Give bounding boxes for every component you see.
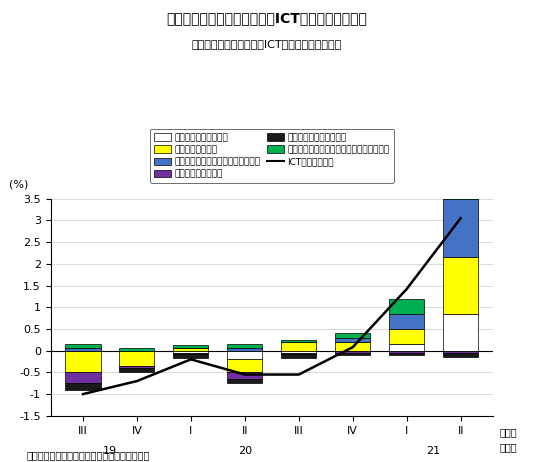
Bar bbox=[389, 344, 424, 351]
Bar bbox=[66, 348, 101, 351]
Text: (%): (%) bbox=[9, 180, 28, 190]
Bar bbox=[66, 351, 101, 372]
Bar bbox=[281, 342, 317, 351]
Text: 20: 20 bbox=[238, 446, 252, 456]
Text: （年）: （年） bbox=[500, 442, 518, 452]
Bar bbox=[173, 353, 208, 354]
Bar bbox=[389, 298, 424, 314]
Bar bbox=[66, 372, 101, 383]
Text: （期）: （期） bbox=[500, 427, 518, 437]
Bar bbox=[281, 351, 317, 353]
Bar bbox=[443, 353, 478, 357]
Bar bbox=[335, 351, 370, 353]
Text: 19: 19 bbox=[103, 446, 117, 456]
Bar bbox=[335, 333, 370, 338]
Bar bbox=[173, 351, 208, 353]
Text: 鉱工業生産指数に占めるICT関連品目別の寄与度: 鉱工業生産指数に占めるICT関連品目別の寄与度 bbox=[191, 39, 342, 49]
Text: （出所）経済産業省「鉱工業指数」より作成。: （出所）経済産業省「鉱工業指数」より作成。 bbox=[27, 450, 150, 460]
Bar bbox=[335, 338, 370, 342]
Bar bbox=[66, 383, 101, 390]
Bar bbox=[227, 372, 262, 379]
Bar bbox=[173, 348, 208, 351]
Bar bbox=[443, 351, 478, 353]
Bar bbox=[227, 344, 262, 348]
Bar bbox=[443, 257, 478, 314]
Text: 図表４　鉱工業生産に占めるICT関連品目の寄与度: 図表４ 鉱工業生産に占めるICT関連品目の寄与度 bbox=[166, 12, 367, 25]
Bar bbox=[335, 353, 370, 355]
Bar bbox=[389, 314, 424, 329]
Bar bbox=[119, 366, 155, 368]
Bar bbox=[119, 351, 155, 366]
Bar bbox=[227, 351, 262, 359]
Bar bbox=[281, 353, 317, 354]
Bar bbox=[281, 340, 317, 342]
Legend: その他の品目・寄与度, 集積回路・寄与度, 電子部品・回路・デバイス・寄与度, 電子計算機・寄与度, 民生用電子機械・寄与度, 半導体・フラットパネル製造装置・: その他の品目・寄与度, 集積回路・寄与度, 電子部品・回路・デバイス・寄与度, … bbox=[150, 129, 394, 183]
Bar bbox=[443, 199, 478, 257]
Bar bbox=[335, 342, 370, 351]
Bar bbox=[173, 346, 208, 347]
Bar bbox=[227, 359, 262, 372]
Bar bbox=[66, 344, 101, 348]
Bar bbox=[389, 351, 424, 353]
Bar bbox=[389, 329, 424, 344]
Bar bbox=[443, 170, 478, 199]
Bar bbox=[281, 354, 317, 358]
Text: 21: 21 bbox=[426, 446, 441, 456]
Bar bbox=[389, 353, 424, 355]
Bar bbox=[227, 348, 262, 351]
Bar bbox=[227, 379, 262, 383]
Bar bbox=[119, 348, 155, 351]
Bar bbox=[119, 368, 155, 372]
Bar bbox=[443, 314, 478, 351]
Bar bbox=[173, 354, 208, 358]
Bar bbox=[173, 347, 208, 348]
